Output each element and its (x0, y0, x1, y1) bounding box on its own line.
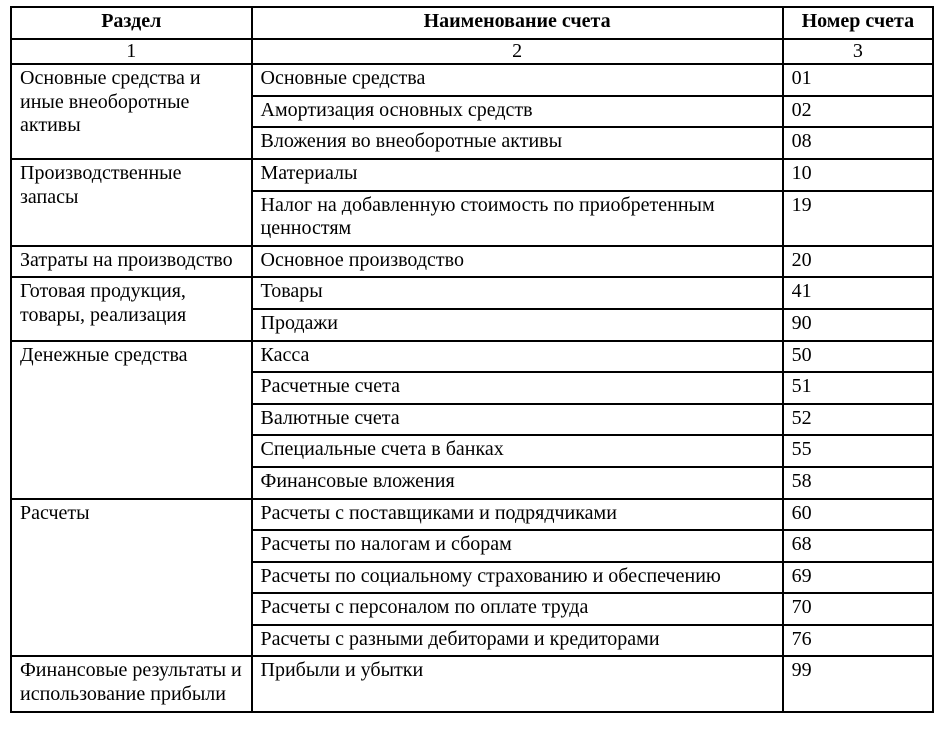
account-name-cell: Валютные счета (252, 404, 783, 436)
account-name-cell: Расчеты по налогам и сборам (252, 530, 783, 562)
account-number-cell: 19 (783, 191, 933, 246)
section-cell: Расчеты (11, 499, 252, 657)
colnum-1: 1 (11, 39, 252, 65)
accounts-table: Раздел Наименование счета Номер счета 1 … (10, 6, 934, 713)
account-name-cell: Касса (252, 341, 783, 373)
header-row: Раздел Наименование счета Номер счета (11, 7, 933, 39)
col-header-section: Раздел (11, 7, 252, 39)
account-name-cell: Основные средства (252, 64, 783, 96)
account-name-cell: Вложения во внеоборотные активы (252, 127, 783, 159)
page: Раздел Наименование счета Номер счета 1 … (0, 0, 944, 723)
section-cell: Денежные средства (11, 341, 252, 499)
account-number-cell: 41 (783, 277, 933, 309)
account-name-cell: Расчеты с персоналом по оплате труда (252, 593, 783, 625)
account-number-cell: 90 (783, 309, 933, 341)
table-row: Денежные средстваКасса50 (11, 341, 933, 373)
account-number-cell: 10 (783, 159, 933, 191)
section-cell: Основные средства и иные внеоборотные ак… (11, 64, 252, 159)
account-name-cell: Финансовые вложения (252, 467, 783, 499)
account-name-cell: Налог на добавленную стоимость по приобр… (252, 191, 783, 246)
table-head: Раздел Наименование счета Номер счета 1 … (11, 7, 933, 64)
account-number-cell: 50 (783, 341, 933, 373)
account-number-cell: 01 (783, 64, 933, 96)
account-number-cell: 55 (783, 435, 933, 467)
account-number-cell: 02 (783, 96, 933, 128)
table-row: Производственные запасыМатериалы10 (11, 159, 933, 191)
account-number-cell: 20 (783, 246, 933, 278)
table-row: РасчетыРасчеты с поставщиками и подрядчи… (11, 499, 933, 531)
account-name-cell: Амортизация основных средств (252, 96, 783, 128)
account-name-cell: Расчетные счета (252, 372, 783, 404)
section-cell: Затраты на производство (11, 246, 252, 278)
section-cell: Готовая продукция, товары, реализация (11, 277, 252, 340)
account-number-cell: 76 (783, 625, 933, 657)
account-name-cell: Прибыли и убытки (252, 656, 783, 711)
table-row: Готовая продукция, товары, реализацияТов… (11, 277, 933, 309)
account-name-cell: Основное производство (252, 246, 783, 278)
account-number-cell: 69 (783, 562, 933, 594)
column-number-row: 1 2 3 (11, 39, 933, 65)
colnum-2: 2 (252, 39, 783, 65)
account-number-cell: 99 (783, 656, 933, 711)
col-header-name: Наименование счета (252, 7, 783, 39)
account-number-cell: 58 (783, 467, 933, 499)
col-header-number: Номер счета (783, 7, 933, 39)
account-number-cell: 60 (783, 499, 933, 531)
table-row: Финансовые результаты и использование пр… (11, 656, 933, 711)
account-name-cell: Специальные счета в банках (252, 435, 783, 467)
table-row: Затраты на производствоОсновное производ… (11, 246, 933, 278)
account-name-cell: Материалы (252, 159, 783, 191)
section-cell: Производственные запасы (11, 159, 252, 246)
account-number-cell: 52 (783, 404, 933, 436)
colnum-3: 3 (783, 39, 933, 65)
account-number-cell: 68 (783, 530, 933, 562)
account-name-cell: Продажи (252, 309, 783, 341)
account-name-cell: Товары (252, 277, 783, 309)
account-name-cell: Расчеты по социальному страхованию и обе… (252, 562, 783, 594)
account-number-cell: 51 (783, 372, 933, 404)
table-body: Основные средства и иные внеоборотные ак… (11, 64, 933, 711)
account-name-cell: Расчеты с поставщиками и подрядчиками (252, 499, 783, 531)
section-cell: Финансовые результаты и использование пр… (11, 656, 252, 711)
account-number-cell: 08 (783, 127, 933, 159)
table-row: Основные средства и иные внеоборотные ак… (11, 64, 933, 96)
account-name-cell: Расчеты с разными дебиторами и кредитора… (252, 625, 783, 657)
account-number-cell: 70 (783, 593, 933, 625)
